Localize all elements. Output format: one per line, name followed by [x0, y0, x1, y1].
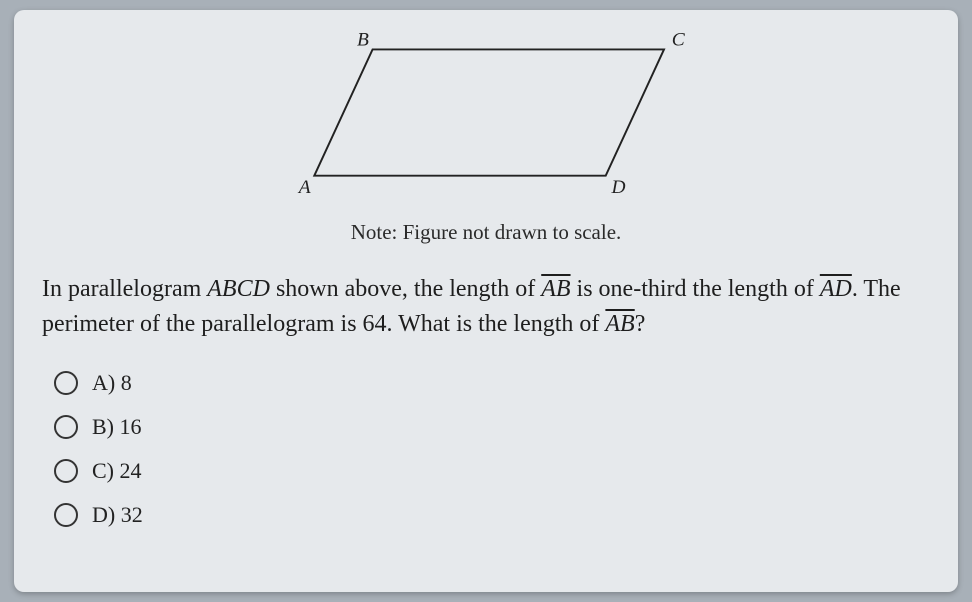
q-ab: AB [541, 276, 570, 302]
question-card: B C A D Note: Figure not drawn to scale.… [14, 10, 958, 592]
q-ab2-it: AB [605, 311, 634, 337]
q-part3: is one-third the length of [571, 276, 820, 302]
answer-choices: A) 8 B) 16 C) 24 D) 32 [54, 370, 143, 546]
vertex-label-b: B [357, 30, 369, 51]
vertex-label-d: D [611, 177, 626, 198]
radio-icon[interactable] [54, 503, 78, 527]
q-abcd: ABCD [207, 276, 270, 302]
question-text: In parallelogram ABCD shown above, the l… [42, 272, 930, 342]
choice-c[interactable]: C) 24 [54, 458, 143, 484]
choice-label: A) 8 [92, 370, 132, 396]
vertex-label-c: C [672, 30, 686, 51]
q-ad: AD [820, 276, 852, 302]
choice-a[interactable]: A) 8 [54, 370, 143, 396]
choice-label: C) 24 [92, 458, 142, 484]
q-part5: ? [635, 311, 646, 337]
parallelogram-figure: B C A D [284, 30, 704, 200]
choice-label: B) 16 [92, 414, 142, 440]
radio-icon[interactable] [54, 371, 78, 395]
q-ab-it: AB [541, 276, 570, 302]
radio-icon[interactable] [54, 415, 78, 439]
q-ad-it: AD [820, 276, 852, 302]
choice-d[interactable]: D) 32 [54, 502, 143, 528]
parallelogram-shape [314, 49, 664, 175]
q-part1: In parallelogram [42, 276, 207, 302]
q-part2: shown above, the length of [270, 276, 541, 302]
parallelogram-svg: B C A D [284, 30, 704, 200]
choice-label: D) 32 [92, 502, 143, 528]
radio-icon[interactable] [54, 459, 78, 483]
q-ab2: AB [605, 311, 634, 337]
figure-note: Note: Figure not drawn to scale. [14, 220, 958, 245]
choice-b[interactable]: B) 16 [54, 414, 143, 440]
vertex-label-a: A [297, 177, 311, 198]
